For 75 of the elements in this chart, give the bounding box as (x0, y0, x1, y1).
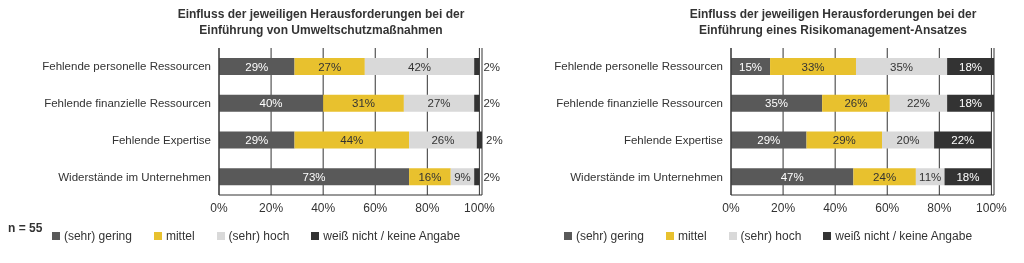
data-label: 9% (454, 170, 471, 183)
data-label: 44% (340, 134, 364, 147)
data-label: 29% (832, 134, 856, 147)
data-label: 29% (757, 134, 781, 147)
legend-label: weiß nicht / keine Angabe (323, 229, 461, 243)
y-tick-label: Widerstände im Unternehmen (570, 170, 723, 183)
x-tick-label: 20% (771, 200, 796, 215)
y-tick-label: Fehlende personelle Ressourcen (554, 60, 723, 73)
text: n = 55 (8, 221, 43, 235)
data-label: 47% (780, 170, 804, 183)
x-tick-label: 80% (415, 200, 440, 215)
data-label: 40% (259, 97, 283, 110)
x-tick-label: 0% (722, 200, 740, 215)
bar (731, 168, 854, 186)
data-label: 22% (906, 97, 930, 110)
legend-label: (sehr) gering (63, 229, 132, 243)
data-label: 2% (483, 60, 501, 73)
y-tick-label: Fehlende Expertise (111, 133, 211, 146)
legend-label: weiß nicht / keine Angabe (835, 229, 973, 243)
data-label: 29% (245, 134, 269, 147)
data-label: 27% (318, 60, 342, 73)
bar (853, 168, 916, 186)
data-label: 22% (951, 134, 975, 147)
data-label: 26% (844, 97, 868, 110)
x-tick-label: 40% (311, 200, 336, 215)
y-tick-label: Fehlende finanzielle Ressourcen (556, 97, 723, 110)
bar (855, 58, 948, 75)
legend-label: (sehr) hoch (228, 229, 290, 243)
data-label: 18% (956, 170, 980, 183)
legend-label: (sehr) hoch (740, 229, 802, 243)
data-label: 24% (873, 170, 897, 183)
bar (294, 58, 365, 75)
x-tick-label: 60% (363, 200, 388, 215)
y-tick-label: Widerstände im Unternehmen (58, 170, 211, 183)
bar (731, 94, 823, 112)
bar (364, 58, 475, 75)
y-tick-label: Fehlende personelle Ressourcen (42, 60, 211, 73)
bar (219, 94, 324, 112)
data-label: 11% (919, 170, 942, 183)
legend-label: mittel (165, 229, 195, 243)
x-tick-label: 80% (927, 200, 952, 215)
data-label: 16% (418, 170, 442, 183)
x-tick-label: 40% (823, 200, 848, 215)
x-tick-label: 60% (875, 200, 900, 215)
data-label: 2% (483, 97, 501, 110)
bar (219, 168, 410, 186)
bar (294, 131, 410, 149)
bar (323, 94, 404, 112)
data-label: 29% (245, 60, 269, 73)
data-label: 18% (959, 97, 983, 110)
data-label: 2% (483, 170, 501, 183)
data-label: 31% (352, 97, 376, 110)
chart-title: Einfluss der jeweiligen Herausforderungen bei der Einführung von Umweltschutzmaßnahmen (176, 6, 466, 39)
y-tick-label: Fehlende Expertise (623, 133, 723, 146)
data-label: 18% (959, 60, 983, 73)
x-tick-label: 100% (976, 200, 1008, 215)
legend-label: mittel (677, 229, 707, 243)
data-label: 42% (407, 60, 432, 73)
data-label: 27% (427, 97, 451, 110)
data-label: 73% (302, 170, 326, 183)
data-label: 35% (765, 97, 789, 110)
chart-title: Einfluss der jeweiligen Herausforderungen bei der Einführung eines Risikomanagement-Ansatzes (688, 6, 978, 39)
x-tick-label: 20% (259, 200, 284, 215)
x-tick-label: 0% (210, 200, 228, 215)
legend-label: (sehr) gering (575, 229, 644, 243)
data-label: 2% (486, 134, 503, 147)
y-tick-label: Fehlende finanzielle Ressourcen (44, 97, 211, 110)
data-label: 35% (890, 60, 914, 73)
data-label: 20% (896, 134, 920, 147)
data-label: 26% (431, 134, 455, 147)
data-label: 15% (739, 60, 763, 73)
bar (770, 58, 856, 75)
data-label: 33% (801, 60, 825, 73)
x-tick-label: 100% (464, 200, 496, 215)
bar (403, 94, 475, 112)
